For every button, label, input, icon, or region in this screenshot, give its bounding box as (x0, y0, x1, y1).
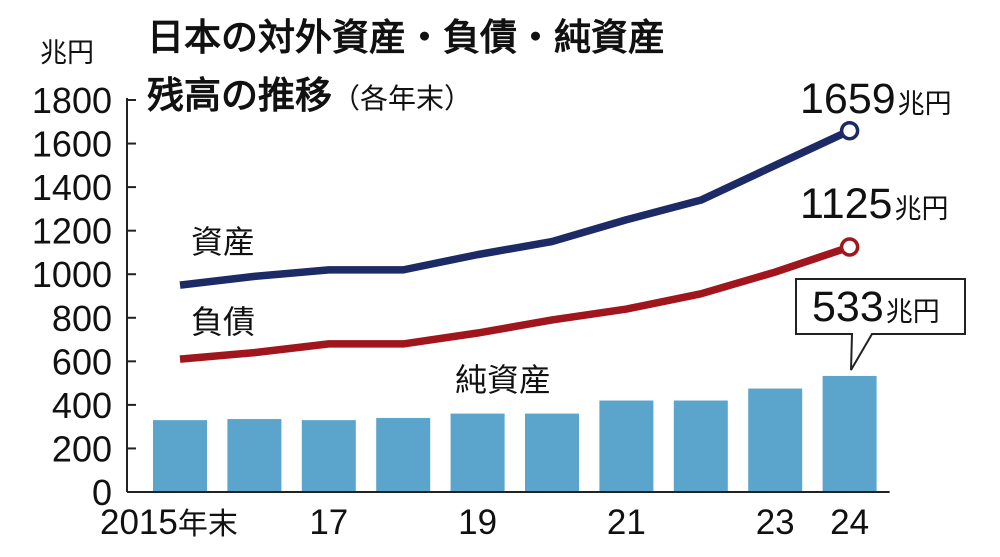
y-tick-label: 1200 (32, 211, 112, 252)
series-label-assets: 資産 (191, 223, 255, 261)
bar-net-assets (301, 420, 356, 492)
x-tick-label: 21 (607, 503, 646, 542)
y-tick-label: 400 (52, 385, 112, 426)
bar-net-assets (376, 417, 431, 492)
bar-net-assets (673, 400, 728, 492)
y-tick-label: 1400 (32, 167, 112, 208)
bar-net-assets (822, 375, 877, 492)
y-tick-label: 1800 (32, 80, 112, 121)
bar-net-assets (450, 413, 505, 492)
line-assets (179, 127, 852, 289)
net-assets-callout-box (795, 278, 966, 371)
chart-title-line1: 日本の対外資産・負債・純資産 (147, 16, 665, 59)
liabilities-endpoint-marker (839, 237, 860, 257)
chart-title-suffix: （各年末） (332, 82, 472, 115)
bar-net-assets (599, 400, 654, 492)
series-label-net-assets: 純資産 (455, 361, 551, 399)
annotation-assets: 1659兆円 (800, 75, 952, 123)
line-liabilities (179, 243, 851, 363)
x-tick-label: 19 (458, 503, 497, 542)
y-axis-unit: 兆円 (40, 38, 94, 69)
bar-net-assets (227, 419, 282, 492)
y-tick-label: 800 (52, 298, 112, 339)
y-tick-label: 0 (92, 472, 112, 513)
line-series (179, 120, 860, 363)
y-tick-label: 1600 (32, 124, 112, 165)
series-label-liabilities: 負債 (191, 303, 255, 341)
x-tick-label: 23 (756, 503, 795, 542)
annotations: 1659兆円 1125兆円 533兆円 (795, 75, 966, 371)
x-tick-label: 2015年末 (100, 503, 238, 542)
y-tick-label: 1000 (32, 254, 112, 295)
annotation-liabilities: 1125兆円 (800, 180, 948, 228)
chart-title-main: 残高の推移 (147, 74, 332, 117)
y-tick-label: 200 (52, 428, 112, 469)
chart-title-line2: 残高の推移（各年末） (147, 74, 472, 117)
bar-series (153, 375, 877, 492)
assets-endpoint-marker (839, 120, 860, 141)
bar-net-assets (748, 388, 803, 492)
x-tick-label: 17 (309, 503, 348, 542)
y-tick-label: 600 (52, 341, 112, 382)
x-tick-label: 24 (830, 503, 869, 542)
bar-net-assets (525, 413, 579, 492)
x-axis: 2015年末 17 19 21 23 24 (100, 491, 890, 542)
bar-net-assets (153, 420, 207, 492)
annotation-net-assets: 533兆円 (812, 283, 940, 331)
